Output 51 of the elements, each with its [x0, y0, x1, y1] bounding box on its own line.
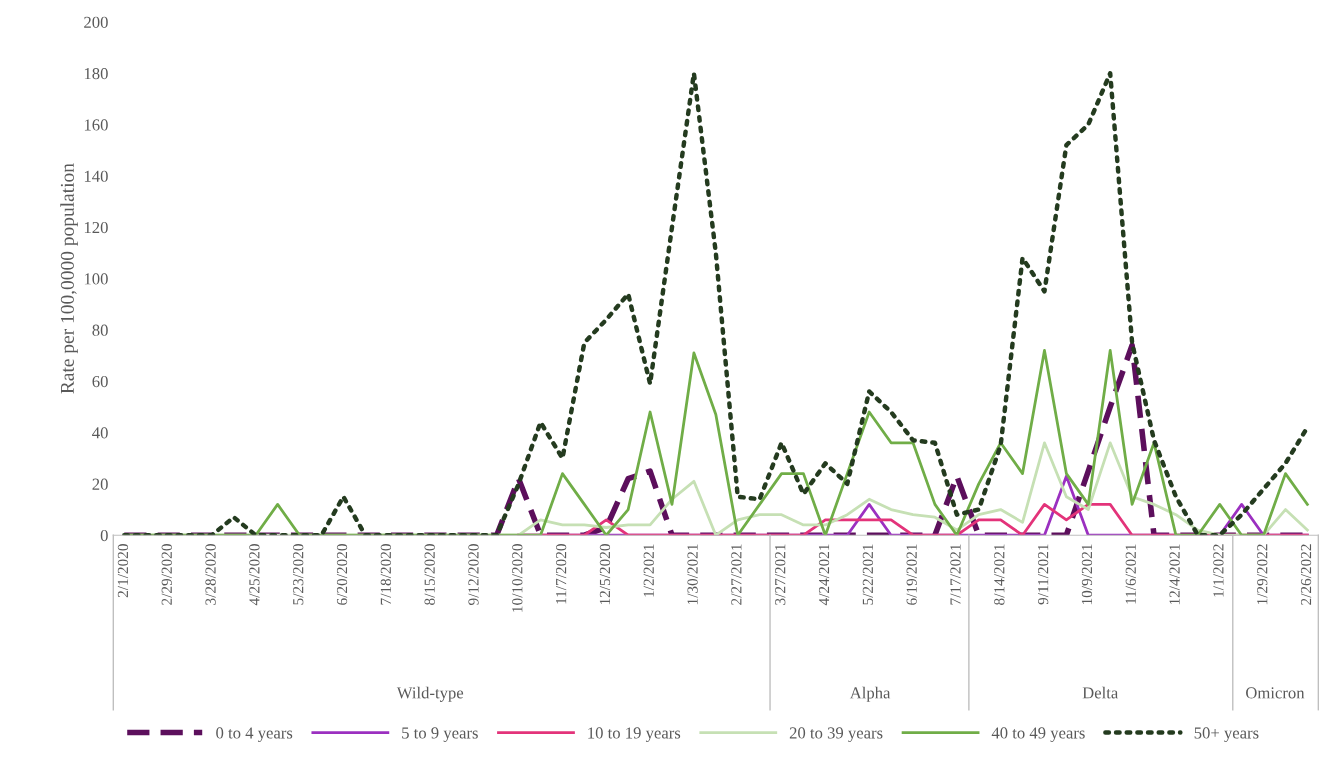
y-tick-label: 100	[84, 273, 108, 285]
x-tick-label: 2/1/2020	[117, 544, 129, 598]
text: Alpha	[849, 686, 891, 702]
y-tick-label: 160	[84, 119, 108, 131]
x-tick-label: 11/7/2020	[555, 544, 567, 604]
x-tick-label: 9/11/2021	[1037, 544, 1049, 605]
x-tick-label: 5/23/2020	[293, 544, 304, 605]
x-tick-label: 1/30/2021	[687, 544, 698, 605]
y-tick-label: 0	[100, 529, 108, 542]
x-tick-label: 12/4/2021	[1169, 544, 1180, 605]
y-tick-label: 20	[92, 478, 108, 490]
x-tick-label: 4/24/2021	[818, 544, 830, 606]
x-tick-label: 7/17/2021	[950, 544, 961, 605]
legend-label: 50+ years	[1194, 727, 1259, 742]
x-tick-label: 1/1/2022	[1213, 544, 1224, 597]
line-series	[122, 71, 1310, 536]
text: Wild-type	[396, 686, 464, 702]
legend-label: 40 to 49 years	[991, 727, 1085, 742]
text: Delta	[1082, 686, 1119, 699]
y-tick-label: 140	[84, 170, 108, 182]
text: Omicron	[1246, 687, 1305, 699]
legend-label: 10 to 19 years	[588, 727, 681, 742]
x-tick-label: 3/27/2021	[775, 544, 786, 605]
x-tick-label: 4/25/2020	[249, 544, 260, 606]
x-tick-label: 9/12/2020	[468, 544, 479, 605]
x-tick-label: 2/29/2020	[161, 544, 172, 605]
x-tick-label: 1/2/2021	[643, 544, 654, 597]
y-tick-label: 200	[84, 16, 108, 28]
x-tick-label: 12/5/2020	[599, 544, 611, 605]
legend-label: 20 to 39 years	[789, 727, 883, 742]
legend-label: 5 to 9 years	[402, 727, 478, 742]
y-tick-label: 80	[92, 324, 108, 336]
y-tick-label: 180	[84, 67, 108, 80]
x-tick-label: 8/14/2021	[994, 544, 1005, 605]
x-tick-label: 10/10/2020	[512, 544, 523, 612]
y-axis-title: Rate per 100,0000 population	[60, 163, 78, 394]
legend-label: 0 to 4 years	[216, 727, 293, 742]
x-tick-label: 2/26/2022	[1300, 544, 1312, 605]
x-tick-label: 3/28/2020	[205, 544, 216, 605]
x-tick-label: 11/6/2021	[1125, 544, 1136, 604]
x-tick-label: 2/27/2021	[731, 544, 742, 605]
x-tick-label: 1/29/2022	[1257, 544, 1268, 605]
y-tick-label: 60	[92, 375, 108, 388]
x-tick-label: 8/15/2020	[424, 544, 435, 605]
x-tick-label: 7/18/2020	[380, 544, 391, 605]
y-tick-label: 120	[84, 221, 108, 234]
x-tick-label: 5/22/2021	[862, 544, 874, 605]
x-tick-label: 10/9/2021	[1081, 544, 1093, 605]
y-tick-label: 40	[92, 427, 108, 439]
x-tick-label: 6/20/2020	[336, 544, 348, 605]
x-tick-label: 6/19/2021	[906, 544, 917, 605]
